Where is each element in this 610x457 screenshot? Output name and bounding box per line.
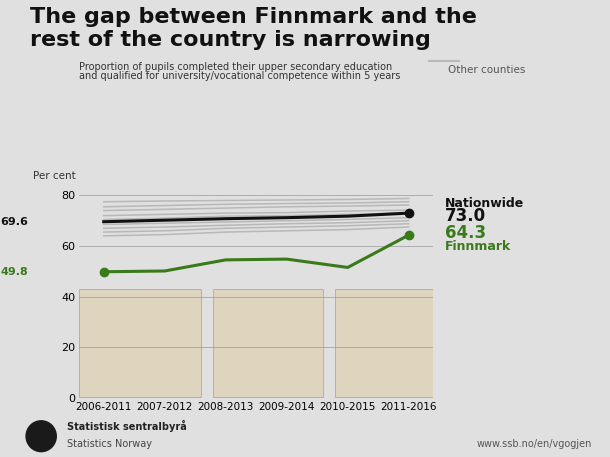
Text: Per cent: Per cent <box>34 170 76 181</box>
FancyBboxPatch shape <box>336 289 433 397</box>
Text: 64.3: 64.3 <box>445 223 486 242</box>
Text: Other counties: Other counties <box>448 65 526 75</box>
Text: 69.6: 69.6 <box>0 217 28 227</box>
Text: Nationwide: Nationwide <box>445 197 525 209</box>
Text: Finnmark: Finnmark <box>445 240 512 253</box>
Text: and qualified for university/vocational competence within 5 years: and qualified for university/vocational … <box>79 71 401 81</box>
FancyBboxPatch shape <box>79 289 201 397</box>
Circle shape <box>26 421 56 452</box>
Text: Proportion of pupils completed their upper secondary education: Proportion of pupils completed their upp… <box>79 62 393 72</box>
Text: 49.8: 49.8 <box>0 267 28 277</box>
Text: 73.0: 73.0 <box>445 207 486 225</box>
FancyBboxPatch shape <box>214 289 323 397</box>
Text: www.ssb.no/en/vgogjen: www.ssb.no/en/vgogjen <box>476 439 592 449</box>
Text: rest of the country is narrowing: rest of the country is narrowing <box>30 30 431 50</box>
Text: The gap between Finnmark and the: The gap between Finnmark and the <box>30 7 478 27</box>
Text: Statistics Norway: Statistics Norway <box>67 439 152 449</box>
Text: Statistisk sentralbyrå: Statistisk sentralbyrå <box>67 420 187 432</box>
